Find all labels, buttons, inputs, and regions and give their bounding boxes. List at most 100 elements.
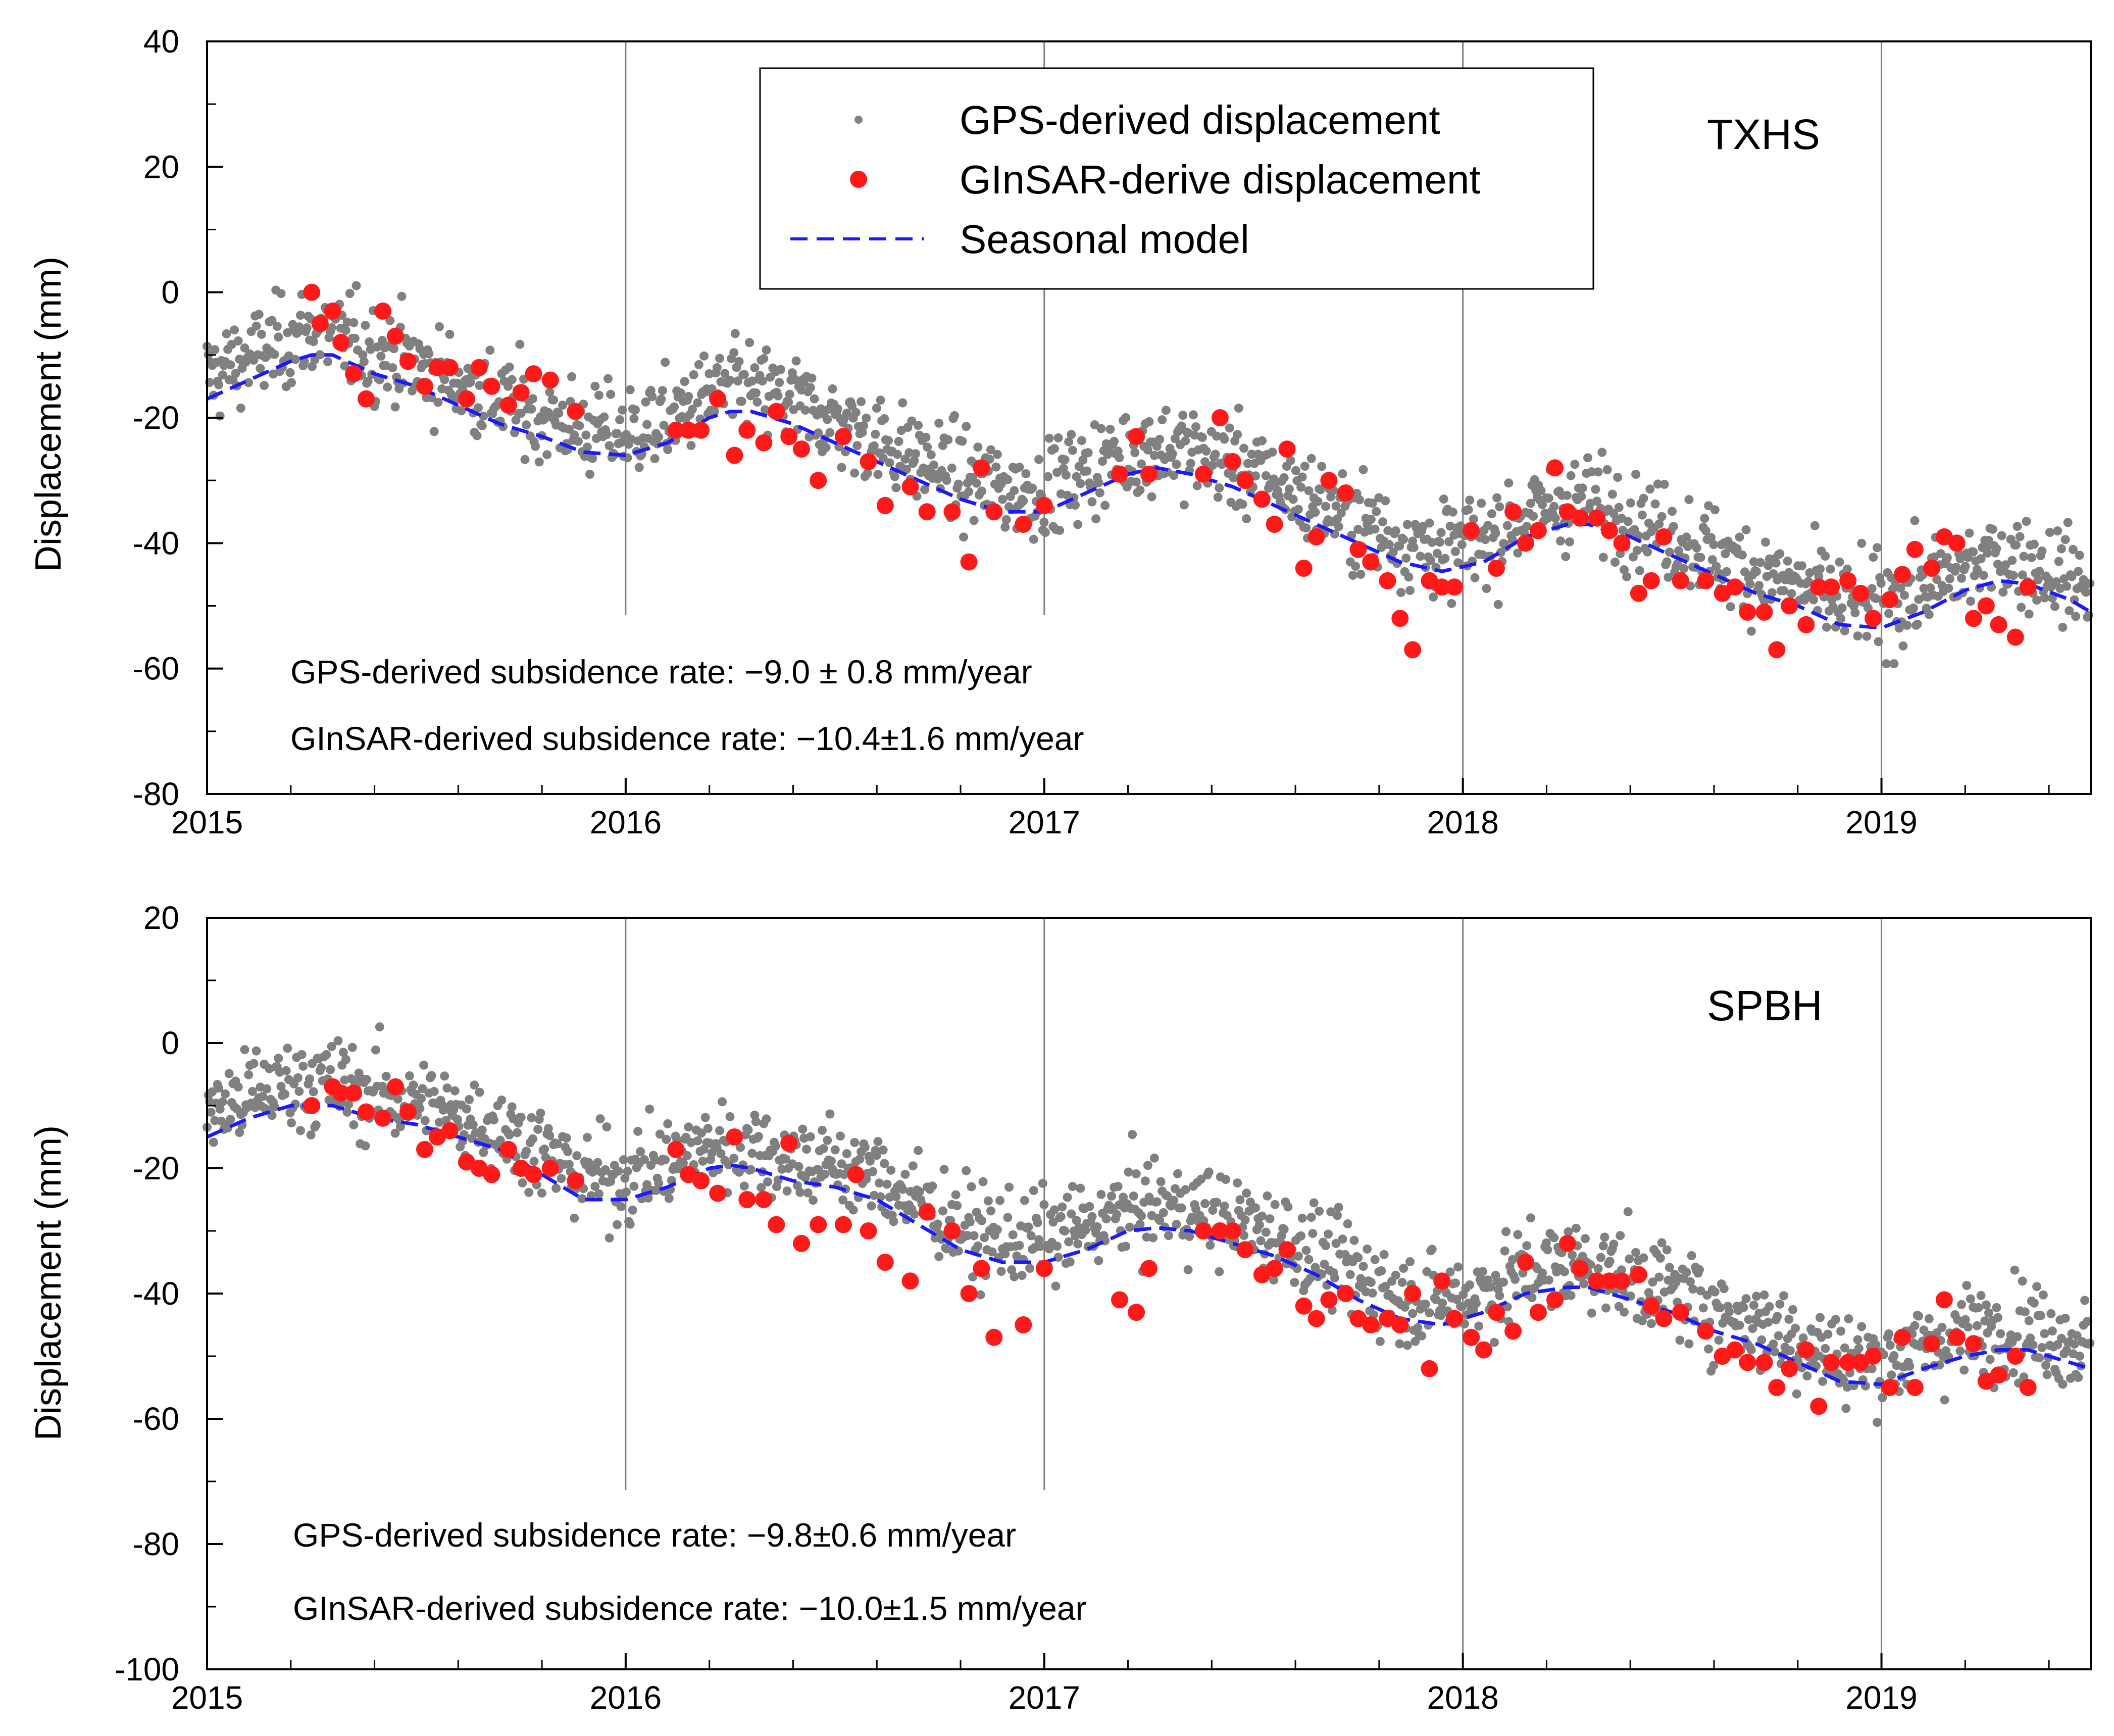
txhs-gps-point	[641, 397, 650, 407]
spbh-gps-point	[803, 1188, 813, 1198]
spbh-gps-point	[1940, 1395, 1949, 1405]
txhs-gps-point	[1269, 474, 1279, 484]
txhs-gps-point	[582, 442, 592, 452]
spbh-gps-point	[1294, 1252, 1303, 1261]
txhs-ginsar-point	[1630, 584, 1647, 602]
spbh-gps-point	[684, 1122, 693, 1132]
txhs-y-tick-label: -20	[133, 400, 180, 436]
spbh-gps-point	[1774, 1331, 1783, 1341]
txhs-gps-point	[733, 376, 742, 386]
txhs-gps-point	[1662, 557, 1672, 567]
spbh-gps-point	[1696, 1286, 1705, 1296]
spbh-ginsar-point	[416, 1140, 433, 1158]
txhs-ginsar-point	[1253, 490, 1271, 508]
txhs-gps-point	[1381, 496, 1390, 506]
txhs-ginsar-point	[1923, 560, 1940, 577]
txhs-gps-point	[950, 411, 960, 420]
txhs-gps-point	[629, 414, 639, 423]
txhs-gps-point	[1435, 537, 1445, 547]
txhs-gps-point	[1869, 553, 1878, 562]
spbh-gps-point	[1283, 1202, 1293, 1212]
spbh-gps-point	[1135, 1219, 1145, 1229]
txhs-gps-point	[2081, 587, 2091, 597]
spbh-gps-point	[1620, 1307, 1629, 1317]
spbh-ginsar-point	[834, 1216, 852, 1233]
txhs-gps-point	[1754, 581, 1764, 590]
txhs-gps-point	[1504, 478, 1514, 488]
spbh-gps-point	[908, 1161, 918, 1171]
txhs-gps-point	[1707, 555, 1717, 565]
txhs-gps-point	[254, 310, 264, 319]
spbh-gps-point	[563, 1147, 573, 1156]
spbh-gps-point	[2046, 1309, 2056, 1318]
txhs-gps-point	[1797, 561, 1806, 571]
spbh-gps-point	[1155, 1215, 1165, 1225]
txhs-gps-point	[676, 388, 685, 398]
spbh-gps-point	[1839, 1375, 1848, 1385]
spbh-gps-point	[1181, 1185, 1190, 1195]
txhs-gps-point	[1752, 567, 1761, 576]
spbh-gps-point	[1004, 1182, 1014, 1192]
txhs-gps-point	[1388, 548, 1398, 557]
txhs-gps-point	[474, 403, 483, 413]
txhs-gps-point	[1378, 517, 1387, 527]
txhs-gps-point	[720, 369, 730, 378]
txhs-gps-point	[752, 398, 762, 407]
txhs-gps-point	[914, 421, 923, 430]
txhs-gps-point	[1372, 507, 1381, 516]
txhs-ginsar-point	[876, 497, 894, 514]
txhs-gps-point	[1767, 588, 1777, 598]
txhs-gps-point	[1598, 553, 1608, 562]
spbh-gps-point	[1579, 1279, 1589, 1288]
spbh-gps-point	[489, 1115, 498, 1125]
spbh-gps-point	[564, 1160, 574, 1169]
spbh-gps-point	[442, 1083, 452, 1093]
txhs-gps-point	[1409, 542, 1419, 552]
txhs-gps-point	[1447, 599, 1456, 608]
spbh-gps-point	[2042, 1370, 2052, 1379]
txhs-gps-point	[1857, 538, 1867, 548]
txhs-gps-point	[2058, 622, 2068, 632]
txhs-gps-point	[433, 398, 443, 407]
spbh-gps-point	[850, 1138, 860, 1147]
spbh-ginsar-point	[1015, 1316, 1032, 1333]
spbh-ginsar-point	[303, 1097, 321, 1114]
txhs-y-tick-label: 0	[161, 274, 179, 311]
spbh-gps-point	[1725, 1307, 1734, 1316]
spbh-gps-point	[1051, 1281, 1061, 1291]
txhs-gps-point	[1368, 499, 1377, 508]
txhs-gps-point	[1726, 602, 1735, 612]
txhs-gps-point	[1354, 495, 1364, 505]
spbh-gps-point	[1251, 1203, 1261, 1213]
txhs-gps-point	[1432, 549, 1442, 558]
spbh-gps-point	[986, 1206, 995, 1216]
spbh-gps-point	[965, 1217, 975, 1227]
txhs-gps-point	[1168, 449, 1177, 459]
txhs-gps-point	[699, 351, 709, 361]
spbh-gps-point	[582, 1132, 592, 1142]
spbh-gps-point	[757, 1183, 766, 1193]
spbh-gps-point	[522, 1147, 531, 1156]
txhs-gps-point	[1522, 522, 1532, 531]
spbh-gps-point	[1764, 1317, 1773, 1327]
txhs-ginsar-point	[973, 459, 990, 477]
txhs-ginsar-point	[483, 377, 500, 395]
txhs-gps-point	[2012, 522, 2022, 531]
spbh-gps-point	[915, 1187, 924, 1197]
txhs-gps-point	[1565, 537, 1574, 547]
spbh-gps-point	[562, 1133, 571, 1143]
spbh-gps-point	[1092, 1222, 1102, 1231]
spbh-gps-point	[1885, 1341, 1895, 1350]
txhs-gps-point	[424, 349, 434, 359]
spbh-gps-point	[1735, 1320, 1744, 1330]
spbh-gps-point	[1173, 1169, 1182, 1178]
spbh-y-tick-label: -60	[133, 1401, 180, 1437]
txhs-gps-point	[1561, 552, 1571, 561]
txhs-gps-point	[1709, 540, 1719, 550]
txhs-gps-point	[1401, 554, 1411, 563]
spbh-gps-point	[1687, 1251, 1696, 1260]
spbh-y-tick-label: 20	[143, 900, 179, 936]
spbh-ginsar-point	[1517, 1254, 1534, 1271]
txhs-gps-point	[1842, 564, 1852, 574]
txhs-gps-point	[1043, 472, 1053, 481]
